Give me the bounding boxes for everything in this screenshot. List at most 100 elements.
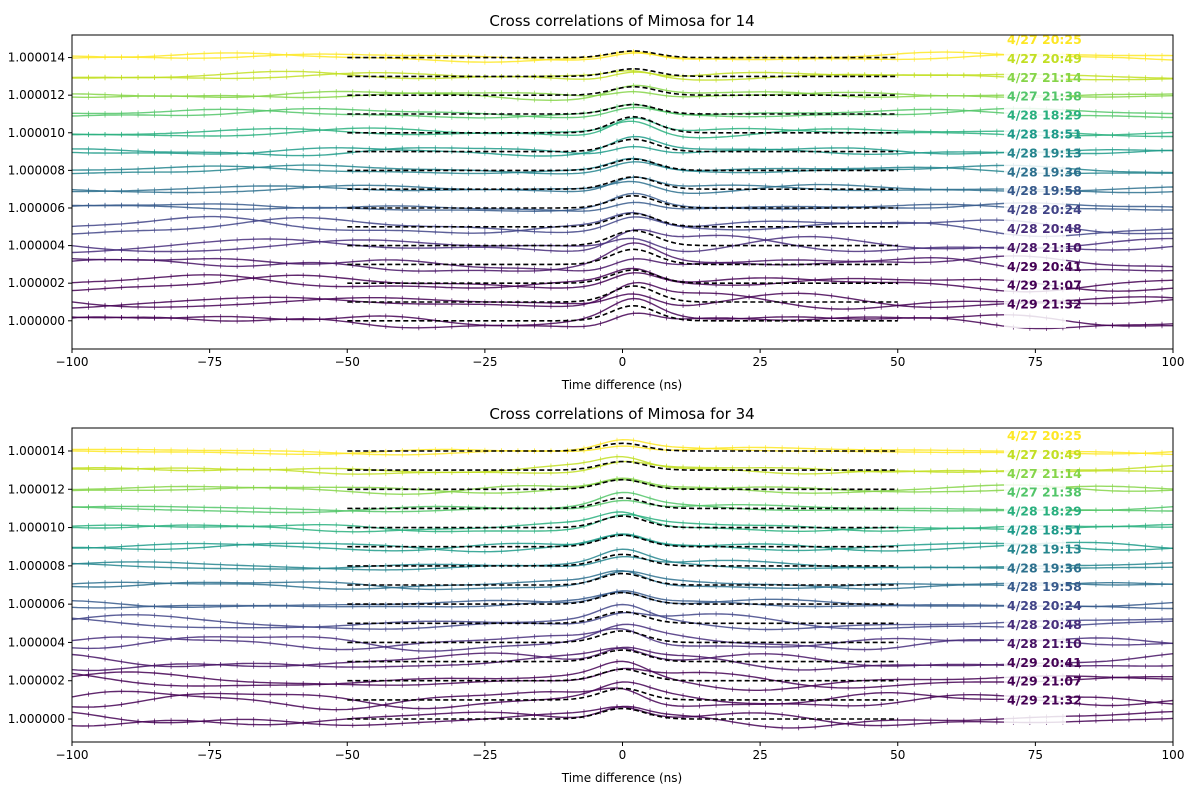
y-tick-label: 1.000014 — [8, 51, 65, 65]
fit-curve — [347, 687, 898, 701]
y-tick-label: 1.000004 — [8, 239, 65, 253]
legend-entry: 4/27 20:25 — [1007, 32, 1082, 47]
legend-background — [1004, 32, 1066, 328]
fit-curve — [347, 610, 898, 625]
fit-curve — [347, 515, 898, 529]
series-line — [72, 201, 1173, 212]
series-line — [72, 611, 1173, 630]
series-line — [72, 267, 1173, 293]
chart-panel-top: Cross correlations of Mimosa for 14 4/27… — [8, 12, 1185, 392]
fit-curve — [347, 442, 898, 452]
x-tick-label: 75 — [1028, 355, 1043, 369]
y-tick-label: 1.000006 — [8, 201, 65, 215]
series-line — [72, 255, 1173, 272]
series-line — [72, 297, 1173, 330]
y-tick-label: 1.000008 — [8, 559, 65, 573]
series-line — [72, 145, 1173, 157]
legend: 4/27 20:25 4/27 20:49 4/27 21:14 4/27 21:38… — [1004, 32, 1082, 328]
chart-title: Cross correlations of Mimosa for 34 — [489, 405, 754, 423]
x-tick-label: 50 — [890, 748, 905, 762]
series-line — [72, 242, 1173, 272]
series-line — [72, 216, 1173, 235]
x-tick-label: 50 — [890, 355, 905, 369]
x-tick-label: −25 — [472, 355, 497, 369]
x-axis-ticks: −100 −75 −50 −25 0 25 50 75 100 — [56, 742, 1185, 762]
legend-entry: 4/28 20:24 — [1007, 598, 1082, 613]
series-line — [72, 117, 1173, 137]
legend-entry: 4/29 20:41 — [1007, 655, 1082, 670]
x-tick-label: 25 — [752, 355, 767, 369]
legend-entry: 4/28 19:58 — [1007, 579, 1082, 594]
y-axis-ticks: 1.000000 1.000002 1.000004 1.000006 1.000008… — [8, 444, 72, 726]
series-line — [72, 491, 1173, 514]
fit-curve — [347, 67, 898, 78]
series-line — [72, 570, 1173, 590]
series-line — [72, 211, 1173, 238]
fit-curve — [347, 194, 898, 209]
x-tick-label: −75 — [197, 355, 222, 369]
legend: 4/27 20:25 4/27 20:49 4/27 21:14 4/27 21:38… — [1004, 428, 1082, 724]
series-line — [72, 292, 1173, 308]
x-tick-label: 100 — [1162, 355, 1185, 369]
series-line — [72, 180, 1173, 194]
legend-entry: 4/28 20:48 — [1007, 617, 1082, 632]
legend-entry: 4/27 21:14 — [1007, 70, 1082, 85]
legend-entry: 4/28 20:48 — [1007, 221, 1082, 236]
x-tick-label: −50 — [335, 355, 360, 369]
legend-background — [1004, 428, 1066, 724]
legend-entry: 4/28 19:58 — [1007, 183, 1082, 198]
fit-curve — [347, 553, 898, 567]
series-line — [72, 445, 1173, 456]
x-tick-label: −50 — [335, 748, 360, 762]
y-tick-label: 1.000002 — [8, 674, 65, 688]
fit-curve — [347, 138, 898, 153]
fit-curve — [347, 649, 898, 663]
legend-entry: 4/27 21:38 — [1007, 89, 1082, 104]
series-line — [72, 556, 1173, 571]
legend-entry: 4/28 21:10 — [1007, 636, 1082, 651]
series-line — [72, 228, 1173, 254]
fit-curve — [347, 460, 898, 471]
x-axis-ticks: −100 −75 −50 −25 0 25 50 75 100 — [56, 349, 1185, 369]
y-tick-label: 1.000002 — [8, 276, 65, 290]
series-line — [72, 281, 1173, 310]
fit-curve — [347, 50, 898, 59]
y-tick-label: 1.000000 — [8, 712, 65, 726]
y-tick-label: 1.000014 — [8, 444, 65, 458]
series-line — [72, 70, 1173, 81]
legend-entry: 4/28 19:13 — [1007, 145, 1082, 160]
legend-entry: 4/29 21:07 — [1007, 278, 1082, 293]
series-line — [72, 312, 1173, 328]
y-tick-label: 1.000004 — [8, 635, 65, 649]
series-line — [72, 438, 1173, 455]
legend-entry: 4/28 18:29 — [1007, 504, 1082, 519]
x-tick-label: −25 — [472, 748, 497, 762]
series-line — [72, 511, 1173, 533]
legend-entry: 4/28 18:29 — [1007, 108, 1082, 123]
series-line — [72, 106, 1173, 119]
series-line — [72, 681, 1173, 710]
y-tick-label: 1.000006 — [8, 597, 65, 611]
series-line — [72, 176, 1173, 193]
y-tick-label: 1.000010 — [8, 126, 65, 140]
fit-curve — [347, 707, 898, 720]
y-tick-label: 1.000012 — [8, 482, 65, 496]
y-tick-label: 1.000012 — [8, 88, 65, 102]
fit-curve — [347, 176, 898, 190]
fit-curve — [347, 85, 898, 96]
legend-entry: 4/27 21:38 — [1007, 485, 1082, 500]
chart-title: Cross correlations of Mimosa for 14 — [489, 12, 754, 30]
series-line — [72, 590, 1173, 609]
fit-curve — [347, 630, 898, 644]
fit-curve — [347, 285, 898, 303]
legend-entry: 4/28 19:13 — [1007, 541, 1082, 556]
x-tick-label: 100 — [1162, 748, 1185, 762]
x-tick-label: 0 — [619, 748, 627, 762]
series-line — [72, 455, 1173, 475]
series-line — [72, 120, 1173, 139]
y-axis-ticks: 1.000000 1.000002 1.000004 1.000006 1.000008… — [8, 51, 72, 328]
series-line — [72, 705, 1173, 729]
fit-curve — [347, 304, 898, 322]
x-axis-label: Time difference (ns) — [561, 378, 682, 392]
